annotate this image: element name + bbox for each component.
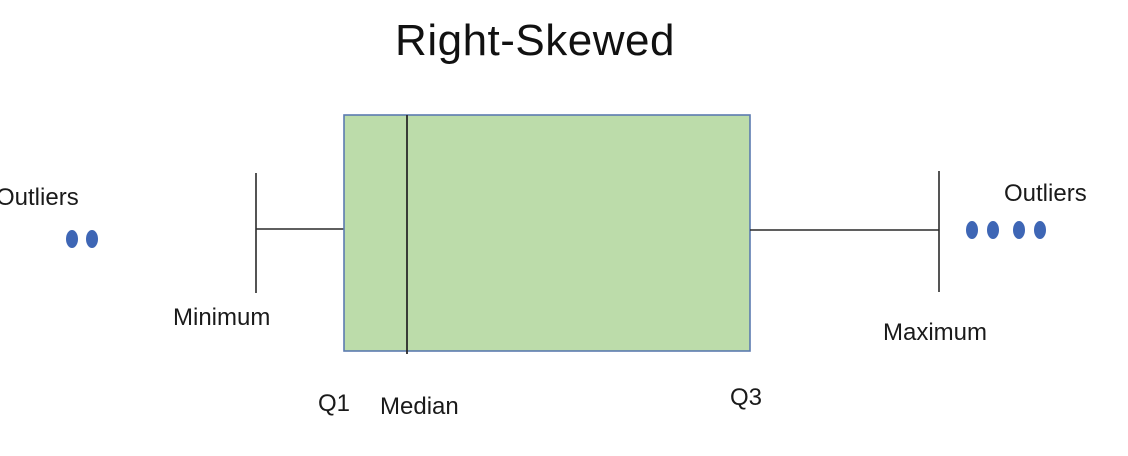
outlier-dot-left-1: [66, 230, 78, 248]
minimum-label: Minimum: [173, 304, 271, 331]
outlier-dot-left-2: [86, 230, 98, 248]
maximum-label: Maximum: [883, 319, 988, 346]
q3-label: Q3: [730, 384, 763, 411]
outlier-dot-right-3: [1013, 221, 1025, 239]
q1-label: Q1: [318, 390, 351, 417]
outlier-dot-right-1: [966, 221, 978, 239]
diagram-title: Right-Skewed: [395, 16, 675, 65]
outlier-dot-right-2: [987, 221, 999, 239]
outliers-right-label: Outliers: [1004, 180, 1087, 207]
interquartile-box: [343, 114, 751, 352]
outlier-dot-right-4: [1034, 221, 1046, 239]
outliers-left-label: Outliers: [0, 184, 79, 211]
median-label: Median: [380, 393, 459, 420]
